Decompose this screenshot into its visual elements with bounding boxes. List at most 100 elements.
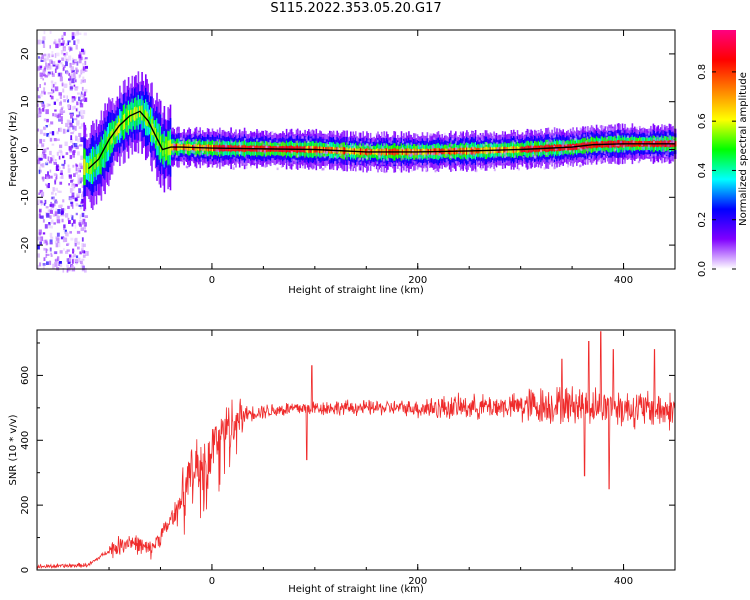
heatmap-cell (280, 165, 283, 168)
heatmap-cell (80, 263, 84, 268)
heatmap-cell (505, 154, 508, 158)
heatmap-cell (482, 144, 485, 147)
heatmap-cell (58, 190, 62, 193)
heatmap-cell (77, 101, 80, 104)
heatmap-cell (545, 152, 548, 156)
heatmap-cell (181, 137, 183, 140)
heatmap-cell (366, 143, 369, 146)
heatmap-cell (664, 124, 667, 128)
heatmap-cell (491, 150, 494, 154)
heatmap-cell (43, 91, 46, 95)
heatmap-cell (61, 110, 66, 113)
heatmap-cell (67, 261, 71, 264)
heatmap-cell (553, 145, 556, 149)
heatmap-cell (67, 104, 71, 107)
heatmap-cell (365, 156, 368, 160)
heatmap-cell (77, 39, 80, 44)
heatmap-cell (49, 260, 52, 265)
heatmap-cell (72, 151, 76, 155)
heatmap-cell (45, 125, 48, 128)
heatmap-cell (534, 131, 537, 135)
heatmap-cell (72, 164, 75, 168)
heatmap-cell (70, 145, 73, 149)
heatmap-cell (351, 143, 354, 146)
heatmap-cell (60, 50, 64, 55)
heatmap-cell (43, 87, 46, 92)
heatmap-cell (522, 156, 525, 159)
heatmap-cell (338, 159, 341, 162)
heatmap-cell (276, 144, 279, 148)
heatmap-cell (257, 149, 260, 152)
heatmap-cell (464, 165, 467, 168)
heatmap-cell (286, 136, 288, 139)
heatmap-cell (70, 62, 72, 68)
heatmap-cell (85, 162, 88, 173)
heatmap-cell (574, 132, 577, 136)
heatmap-cell (151, 118, 153, 136)
heatmap-cell (49, 169, 52, 173)
heatmap-cell (84, 89, 88, 93)
heatmap-cell (590, 127, 593, 131)
heatmap-cell (202, 150, 204, 153)
heatmap-cell (44, 224, 48, 229)
heatmap-cell (69, 85, 73, 91)
heatmap-cell (211, 156, 213, 159)
heatmap-cell (75, 67, 78, 71)
heatmap-cell (544, 159, 547, 163)
spectrogram-y-tick-label: 0 (20, 146, 31, 152)
heatmap-cell (671, 139, 674, 142)
heatmap-cell (581, 157, 584, 160)
heatmap-cell (51, 51, 54, 56)
heatmap-cell (451, 138, 454, 141)
heatmap-cell (83, 224, 86, 230)
heatmap-cell (158, 133, 161, 150)
heatmap-cell (81, 48, 84, 53)
heatmap-cell (78, 96, 81, 101)
heatmap-cell (669, 157, 672, 160)
heatmap-cell (56, 215, 59, 221)
heatmap-cell (39, 157, 43, 161)
heatmap-cell (50, 121, 54, 125)
heatmap-cell (614, 148, 617, 152)
heatmap-cell (327, 144, 330, 147)
heatmap-cell (315, 152, 318, 155)
heatmap-cell (513, 141, 516, 145)
heatmap-cell (71, 192, 75, 197)
heatmap-cell (396, 166, 399, 169)
heatmap-cell (67, 59, 70, 62)
heatmap-cell (57, 60, 61, 63)
heatmap-cell (572, 150, 575, 153)
heatmap-cell (455, 135, 458, 138)
heatmap-cell (70, 237, 74, 241)
heatmap-cell (46, 118, 49, 123)
heatmap-cell (561, 144, 564, 148)
heatmap-cell (175, 131, 178, 135)
heatmap-cell (599, 125, 602, 128)
heatmap-cell (427, 157, 430, 161)
heatmap-cell (44, 239, 48, 243)
heatmap-cell (67, 168, 71, 173)
heatmap-cell (516, 139, 519, 142)
heatmap-cell (182, 138, 185, 142)
heatmap-cell (233, 156, 236, 160)
heatmap-cell (239, 144, 242, 148)
heatmap-cell (343, 155, 346, 158)
heatmap-cell (39, 129, 43, 135)
heatmap-cell (40, 59, 44, 62)
heatmap-cell (69, 112, 72, 115)
heatmap-cell (252, 136, 255, 139)
snr-y-tick-label: 600 (20, 366, 31, 385)
heatmap-cell (647, 128, 650, 131)
heatmap-cell (423, 166, 426, 169)
heatmap-cell (258, 162, 261, 165)
heatmap-cell (670, 155, 673, 158)
heatmap-cell (301, 136, 304, 139)
heatmap-cell (331, 166, 334, 170)
heatmap-cell (213, 141, 216, 145)
snr-series (36, 331, 675, 569)
heatmap-cell (438, 153, 441, 156)
heatmap-cell (548, 141, 551, 144)
heatmap-cell (42, 265, 45, 270)
heatmap-cell (358, 157, 361, 161)
heatmap-cell (406, 142, 409, 146)
